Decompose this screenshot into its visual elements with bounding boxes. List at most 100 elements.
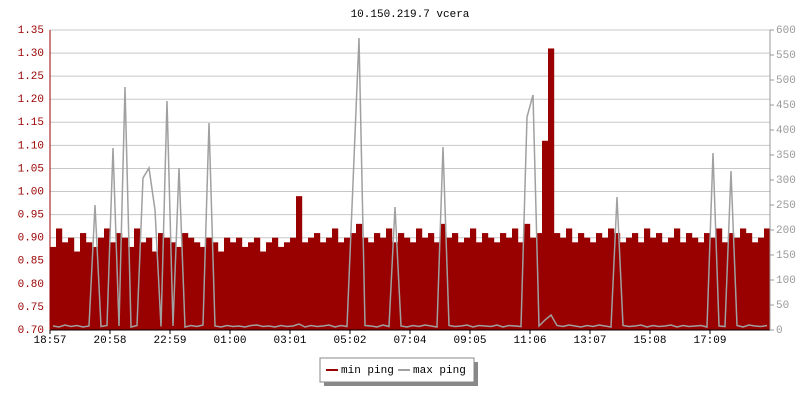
min-ping-column <box>638 242 645 330</box>
y2-tick-label: 0 <box>776 325 783 337</box>
y2-tick-label: 400 <box>776 125 796 137</box>
min-ping-column <box>536 233 543 330</box>
min-ping-column <box>710 237 717 330</box>
min-ping-column <box>110 242 117 330</box>
x-tick-label: 07:04 <box>393 335 426 347</box>
min-ping-column <box>320 242 327 330</box>
min-ping-column <box>632 233 639 330</box>
min-ping-column <box>560 237 567 330</box>
min-ping-column <box>746 233 753 330</box>
min-ping-column <box>686 233 693 330</box>
y-tick-label: 1.05 <box>18 163 44 175</box>
min-ping-column <box>680 242 687 330</box>
min-ping-column <box>542 140 549 330</box>
y-tick-label: 0.80 <box>18 279 44 291</box>
y2-tick-label: 200 <box>776 225 796 237</box>
min-ping-column <box>626 237 633 330</box>
min-ping-column <box>518 242 525 330</box>
y-tick-label: 0.75 <box>18 302 44 314</box>
min-ping-column <box>50 246 57 330</box>
y2-tick-label: 250 <box>776 200 796 212</box>
min-ping-column <box>254 237 261 330</box>
min-ping-column <box>596 233 603 330</box>
y2-tick-label: 350 <box>776 150 796 162</box>
y2-tick-label: 300 <box>776 175 796 187</box>
min-ping-column <box>362 237 369 330</box>
legend-label: min ping <box>341 365 394 377</box>
min-ping-column <box>92 246 99 330</box>
min-ping-column <box>128 246 135 330</box>
y-tick-label: 1.25 <box>18 71 44 83</box>
min-ping-column <box>86 242 93 330</box>
y2-tick-label: 450 <box>776 100 796 112</box>
min-ping-column <box>512 228 519 330</box>
min-ping-column <box>332 228 339 330</box>
min-ping-column <box>590 242 597 330</box>
y2-tick-label: 50 <box>776 300 789 312</box>
min-ping-column <box>272 237 279 330</box>
min-ping-column <box>476 242 483 330</box>
min-ping-column <box>308 237 315 330</box>
min-ping-column <box>554 233 561 330</box>
y-tick-label: 1.00 <box>18 186 44 198</box>
min-ping-column <box>614 233 621 330</box>
min-ping-column <box>176 246 183 330</box>
min-ping-column <box>752 242 759 330</box>
min-ping-column <box>488 237 495 330</box>
min-ping-column <box>140 242 147 330</box>
min-ping-column <box>374 233 381 330</box>
min-ping-column <box>134 228 141 330</box>
min-ping-column <box>266 242 273 330</box>
min-ping-column <box>260 251 267 330</box>
min-ping-column <box>302 242 309 330</box>
min-ping-column <box>188 237 195 330</box>
min-ping-column <box>524 223 531 330</box>
min-ping-column <box>482 233 489 330</box>
y2-tick-label: 550 <box>776 50 796 62</box>
y-tick-label: 0.70 <box>18 325 44 337</box>
min-ping-column <box>104 228 111 330</box>
min-ping-column <box>698 242 705 330</box>
min-ping-column <box>422 237 429 330</box>
legend-box <box>319 357 475 383</box>
min-ping-column <box>398 233 405 330</box>
min-ping-column <box>464 237 471 330</box>
x-tick-label: 17:09 <box>693 335 726 347</box>
min-ping-column <box>452 233 459 330</box>
min-ping-column <box>224 237 231 330</box>
min-ping-column <box>608 228 615 330</box>
min-ping-column <box>722 242 729 330</box>
min-ping-column <box>644 228 651 330</box>
min-ping-column <box>164 237 171 330</box>
min-ping-column <box>80 233 87 330</box>
min-ping-column <box>116 233 123 330</box>
min-ping-column <box>572 242 579 330</box>
min-ping-column <box>470 228 477 330</box>
min-ping-column <box>350 233 357 330</box>
min-ping-column <box>662 242 669 330</box>
x-tick-label: 03:01 <box>273 335 306 347</box>
x-tick-label: 13:07 <box>573 335 606 347</box>
y-tick-label: 1.30 <box>18 48 44 60</box>
min-ping-column <box>506 237 513 330</box>
min-ping-column <box>326 237 333 330</box>
min-ping-column <box>338 242 345 330</box>
y-tick-label: 1.15 <box>18 117 44 129</box>
min-ping-column <box>206 237 213 330</box>
y-tick-label: 1.20 <box>18 94 44 106</box>
min-ping-column <box>446 237 453 330</box>
y-tick-label: 1.10 <box>18 140 44 152</box>
min-ping-column <box>62 242 69 330</box>
min-ping-column <box>434 242 441 330</box>
min-ping-column <box>194 242 201 330</box>
min-ping-column <box>392 242 399 330</box>
min-ping-column <box>704 233 711 330</box>
min-ping-column <box>650 237 657 330</box>
min-ping-column <box>458 242 465 330</box>
min-ping-column <box>56 228 63 330</box>
min-ping-column <box>578 233 585 330</box>
legend-label: max ping <box>413 365 466 377</box>
min-ping-column <box>296 196 303 330</box>
